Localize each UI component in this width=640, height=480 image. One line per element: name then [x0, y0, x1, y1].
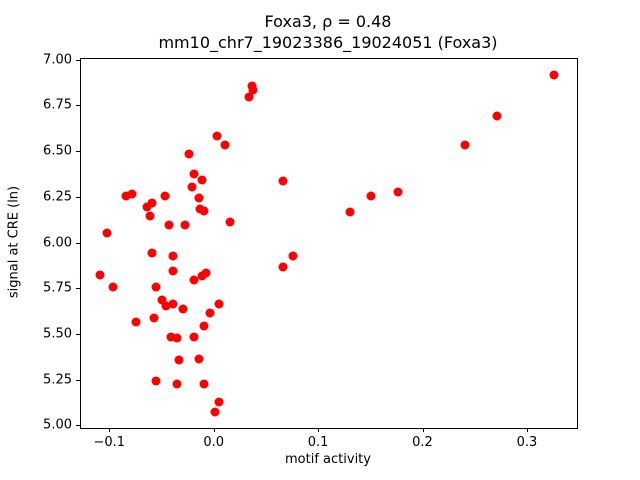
data-point — [151, 376, 161, 385]
y-axis-label: signal at CRE (ln) — [6, 185, 22, 299]
data-point — [145, 211, 155, 221]
data-point — [212, 131, 222, 141]
data-point — [127, 189, 137, 199]
data-point — [194, 354, 204, 364]
x-tick-mark — [422, 428, 424, 432]
data-point — [168, 299, 178, 309]
data-point — [172, 379, 182, 389]
data-point — [199, 321, 209, 331]
data-point — [492, 111, 502, 121]
y-tick-mark — [76, 379, 80, 381]
data-point — [160, 191, 170, 201]
data-point — [393, 187, 403, 197]
data-point — [244, 92, 254, 102]
data-point — [278, 176, 288, 186]
data-point — [161, 301, 171, 311]
data-point — [248, 85, 258, 95]
data-point — [147, 198, 157, 208]
data-point — [189, 332, 199, 342]
data-point — [178, 304, 188, 314]
data-point — [214, 397, 224, 407]
data-point — [197, 271, 207, 281]
data-point — [225, 217, 235, 227]
y-tick-mark — [76, 196, 80, 198]
data-point — [288, 251, 298, 261]
y-tick-label: 5.00 — [43, 417, 72, 433]
data-point — [174, 355, 184, 365]
data-point — [187, 182, 197, 192]
x-tick-mark — [213, 428, 215, 432]
data-point — [121, 191, 131, 201]
data-point — [151, 282, 161, 292]
y-tick-label: 6.50 — [43, 143, 72, 159]
data-point — [220, 140, 230, 150]
y-tick-label: 5.75 — [43, 280, 72, 296]
data-point — [180, 220, 190, 230]
y-tick-mark — [76, 151, 80, 153]
data-point — [549, 70, 559, 80]
y-tick-mark — [76, 59, 80, 61]
data-point — [172, 333, 182, 343]
data-point — [108, 282, 118, 292]
x-tick-mark — [318, 428, 320, 432]
y-tick-label: 6.75 — [43, 97, 72, 113]
data-point — [278, 262, 288, 272]
data-point — [210, 407, 220, 417]
y-tick-mark — [76, 333, 80, 335]
data-point — [157, 295, 167, 305]
data-point — [201, 268, 211, 278]
x-tick-label: 0.2 — [412, 435, 433, 450]
data-point — [131, 317, 141, 327]
data-point — [189, 169, 199, 179]
data-point — [168, 266, 178, 276]
data-point — [168, 251, 178, 261]
x-tick-label: −0.1 — [93, 435, 126, 450]
chart-subtitle: mm10_chr7_19023386_19024051 (Foxa3) — [158, 33, 498, 52]
data-point — [214, 299, 224, 309]
x-tick-mark — [109, 428, 111, 432]
y-tick-mark — [76, 105, 80, 107]
y-tick-label: 6.00 — [43, 235, 72, 250]
data-point — [102, 228, 112, 238]
data-point — [460, 140, 470, 150]
x-tick-label: 0.1 — [307, 435, 329, 450]
y-tick-label: 5.25 — [43, 372, 72, 387]
data-point — [166, 332, 176, 342]
data-point — [164, 220, 174, 230]
chart-title: Foxa3, ρ = 0.48 — [264, 12, 392, 31]
data-point — [197, 175, 207, 185]
data-point — [199, 206, 209, 216]
data-point — [199, 379, 209, 389]
data-point — [147, 248, 157, 258]
x-tick-mark — [526, 428, 528, 432]
y-tick-label: 7.00 — [43, 52, 72, 68]
y-tick-mark — [76, 288, 80, 290]
data-point — [205, 308, 215, 318]
data-point — [366, 191, 376, 201]
x-tick-label: 0.3 — [516, 435, 538, 450]
y-tick-label: 5.50 — [43, 326, 72, 342]
y-tick-mark — [76, 242, 80, 244]
data-point — [194, 193, 204, 203]
data-point — [142, 202, 152, 212]
y-tick-label: 6.25 — [43, 189, 72, 205]
data-point — [184, 149, 194, 159]
data-point — [95, 270, 105, 280]
y-tick-mark — [76, 425, 80, 427]
plot-area — [80, 58, 578, 429]
data-point — [189, 275, 199, 285]
data-point — [345, 207, 355, 217]
data-point — [149, 313, 159, 323]
x-tick-label: 0.0 — [203, 435, 224, 450]
x-axis-label: motif activity — [285, 452, 371, 467]
